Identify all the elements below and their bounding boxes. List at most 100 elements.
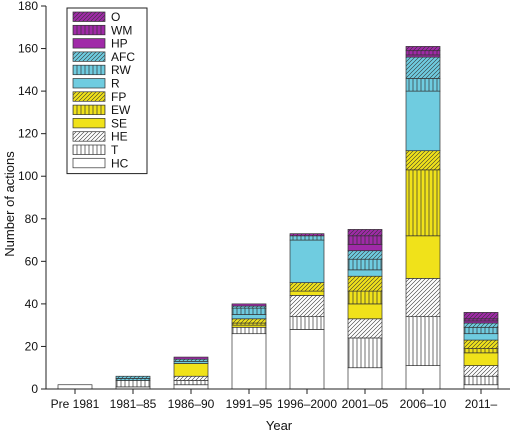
legend-swatch-ew [72, 104, 106, 115]
bar-segment-t-1991-95 [231, 326, 267, 335]
bar-segment-t-1996-2000 [289, 316, 325, 330]
bar-segment-rw-2011 [463, 326, 499, 335]
bar-segment-he-1996-2000 [289, 295, 325, 318]
y-tick-label: 0 [31, 382, 38, 396]
bar-segment-hc-1991-95 [231, 333, 267, 390]
bar-segment-ew-2011 [463, 348, 499, 354]
x-tick-label: Pre 1981 [51, 397, 100, 411]
bar-segment-ew-2006-10 [405, 169, 441, 237]
bar-segment-fp-1991-95 [231, 318, 267, 324]
bar-segment-t-2011 [463, 375, 499, 386]
bar-segment-hc-1986-90 [173, 384, 209, 390]
x-tick-label: 1981–85 [110, 397, 157, 411]
bar-segment-fp-2011 [463, 339, 499, 349]
x-tick-label: 2011– [465, 397, 498, 411]
y-tick-label: 160 [18, 42, 38, 56]
bar-segment-t-1986-90 [173, 380, 209, 386]
y-tick-label: 180 [18, 0, 38, 13]
bar-segment-hc-2011 [463, 384, 499, 390]
legend-label-afc: AFC [111, 50, 135, 64]
bar-segment-afc-2001-05 [347, 250, 383, 260]
legend-label-ew: EW [111, 103, 131, 117]
legend-label-r: R [111, 77, 120, 91]
bar-segment-o-1996-2000 [289, 233, 325, 237]
legend-label-hp: HP [111, 37, 128, 51]
bar-segment-t-1981-85 [115, 380, 151, 388]
bar-segment-r-2001-05 [347, 269, 383, 277]
bar-segment-rw-2001-05 [347, 258, 383, 271]
bar-segment-se-1996-2000 [289, 290, 325, 296]
bar-segment-se-2006-10 [405, 235, 441, 279]
y-tick-label: 100 [18, 169, 38, 183]
bar-segment-rw-1996-2000 [289, 235, 325, 241]
bar-segment-rw-1991-95 [231, 307, 267, 315]
bar-segment-se-2011 [463, 352, 499, 366]
bar-segment-he-1986-90 [173, 375, 209, 381]
bar-segment-fp-2006-10 [405, 150, 441, 171]
y-tick-label: 120 [18, 127, 38, 141]
legend-label-wm: WM [111, 23, 132, 37]
legend-swatch-wm [72, 24, 106, 36]
x-tick-label: 1996–2000 [277, 397, 337, 411]
legend-swatch-hc [72, 157, 106, 169]
legend-swatch-fp [72, 91, 106, 102]
legend-swatch-o [72, 11, 106, 22]
bar-segment-o-2001-05 [347, 229, 383, 237]
bar-segment-r-1996-2000 [289, 239, 325, 283]
legend-swatch-he [72, 131, 106, 142]
bar-segment-hp-1986-90 [173, 356, 209, 360]
y-axis-title: Number of actions [2, 151, 17, 257]
x-axis-title: Year [266, 418, 293, 433]
y-tick-label: 80 [25, 212, 39, 226]
bar-segment-he-2006-10 [405, 278, 441, 318]
x-tick-label: 2006–10 [400, 397, 447, 411]
y-tick-label: 60 [25, 254, 39, 268]
bar-segment-r-2006-10 [405, 90, 441, 152]
legend-swatch-rw [72, 64, 106, 76]
plot-area [57, 46, 499, 390]
bar-segment-hp-2001-05 [347, 243, 383, 252]
bar-segment-afc-2006-10 [405, 56, 441, 79]
y-tick-label: 40 [25, 297, 39, 311]
bar-segment-t-2001-05 [347, 337, 383, 369]
bar-segment-fp-1996-2000 [289, 282, 325, 292]
axes: 0 20 40 60 80 100 120 140 160 180 Pre 1981 1981–85 1… [18, 0, 510, 411]
legend-swatch-hp [72, 38, 106, 49]
bar-segment-se-1986-90 [173, 363, 209, 377]
bar-segment-fp-2001-05 [347, 275, 383, 292]
legend-label-hc: HC [111, 156, 129, 170]
bar-segment-hc-1996-2000 [289, 329, 325, 390]
bar-segment-he-2001-05 [347, 318, 383, 339]
legend-label-o: O [111, 10, 120, 24]
bar-segment-wm-2001-05 [347, 235, 383, 245]
y-tick-label: 20 [25, 339, 39, 353]
legend-label-he: HE [111, 130, 128, 144]
bar-segment-o-2011 [463, 312, 499, 320]
y-tick-label: 140 [18, 84, 38, 98]
bar-segment-hp-1991-95 [231, 303, 267, 307]
bar-segment-o-2006-10 [405, 46, 441, 52]
bar-segment-hc-2006-10 [405, 365, 441, 390]
legend-label-t: T [111, 143, 119, 157]
bar-segment-ew-2001-05 [347, 290, 383, 305]
legend-swatch-t [72, 144, 106, 155]
bar-segment-t-2006-10 [405, 316, 441, 366]
bar-segment-hc-pre-1981 [57, 384, 93, 390]
x-tick-label: 1991–95 [226, 397, 273, 411]
legend-label-rw: RW [111, 63, 131, 77]
bar-segment-wm-2006-10 [405, 50, 441, 56]
bar-segment-afc-2011 [463, 322, 499, 328]
x-tick-label: 1986–90 [168, 397, 215, 411]
bar-segment-r-1991-95 [231, 314, 267, 320]
bar-segment-r-2011 [463, 333, 499, 341]
bar-segment-se-2001-05 [347, 303, 383, 320]
legend-label-se: SE [111, 116, 127, 130]
x-tick-label: 2001–05 [342, 397, 389, 411]
bar-segment-he-2011 [463, 365, 499, 377]
bar-segment-hc-2001-05 [347, 367, 383, 390]
legend-swatch-afc [72, 51, 106, 62]
legend-label-fp: FP [111, 90, 126, 104]
bar-segment-rw-2006-10 [405, 77, 441, 92]
